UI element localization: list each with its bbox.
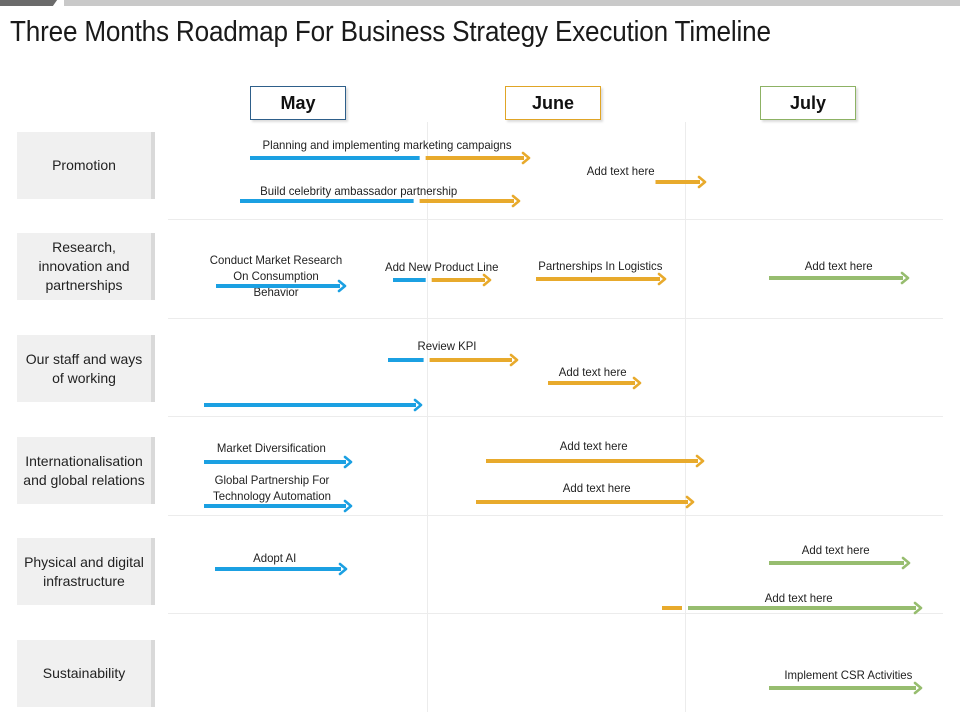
arrow-head-icon — [632, 376, 642, 390]
row-label-international: Internationalisation and global relation… — [17, 437, 155, 504]
task-label: Build celebrity ambassador partnership — [260, 184, 458, 198]
task-bar — [536, 272, 667, 286]
row-label-promotion: Promotion — [17, 132, 155, 199]
arrow-head-icon — [509, 353, 519, 367]
arrow-head-icon — [482, 273, 492, 287]
bar-segment-june — [419, 199, 514, 203]
task-label: Add text here — [586, 164, 655, 178]
page-title: Three Months Roadmap For Business Strate… — [10, 16, 771, 48]
task-label: Add text here — [558, 365, 627, 379]
month-header-july: July — [760, 86, 856, 120]
task-bar — [662, 601, 923, 615]
arrow-head-icon — [913, 601, 923, 615]
bar-segment-july — [688, 606, 916, 610]
arrow-head-icon — [913, 681, 923, 695]
arrow-head-icon — [343, 499, 353, 513]
task-bar — [215, 562, 348, 576]
task-bar — [204, 398, 423, 412]
arrow-head-icon — [657, 272, 667, 286]
task-label: Conduct Market Research On Consumption B… — [209, 253, 343, 299]
bar-segment-july — [769, 561, 904, 565]
row-divider — [168, 416, 943, 417]
arrow-head-icon — [511, 194, 521, 208]
bar-segment-may — [204, 403, 416, 407]
task-label: Add text here — [804, 259, 873, 273]
top-accent-bar — [0, 0, 960, 6]
task-label: Partnerships In Logistics — [538, 259, 663, 273]
task-bar — [769, 556, 911, 570]
month-header-may: May — [250, 86, 346, 120]
arrow-head-icon — [337, 279, 347, 293]
task-label: Add text here — [559, 439, 628, 453]
row-label-sustainability: Sustainability — [17, 640, 155, 707]
arrow-head-icon — [697, 175, 707, 189]
task-label: Add text here — [764, 591, 833, 605]
task-bar — [393, 273, 492, 287]
bar-segment-june — [425, 156, 524, 160]
bar-segment-june — [662, 606, 682, 610]
bar-segment-june — [655, 180, 700, 184]
row-label-infrastructure: Physical and digital infrastructure — [17, 538, 155, 605]
task-label: Add New Product Line — [384, 260, 499, 274]
bar-segment-june — [431, 278, 485, 282]
task-bar — [769, 271, 910, 285]
task-label: Add text here — [801, 543, 870, 557]
task-label: Market Diversification — [216, 441, 326, 455]
bar-segment-june — [536, 277, 660, 281]
bar-segment-july — [769, 686, 916, 690]
task-label: Global Partnership For Technology Automa… — [213, 473, 331, 503]
month-divider — [685, 122, 686, 712]
arrow-head-icon — [521, 151, 531, 165]
task-bar — [476, 495, 695, 509]
bar-segment-may — [240, 199, 414, 203]
bar-segment-june — [486, 459, 698, 463]
task-bar — [388, 353, 519, 367]
task-label: Add text here — [562, 481, 631, 495]
bar-segment-june — [476, 500, 688, 504]
bar-segment-may — [250, 156, 420, 160]
bar-segment-may — [393, 278, 426, 282]
task-label: Planning and implementing marketing camp… — [262, 138, 512, 152]
arrow-head-icon — [695, 454, 705, 468]
bar-segment-may — [204, 504, 346, 508]
arrow-head-icon — [900, 271, 910, 285]
bar-segment-may — [388, 358, 424, 362]
bar-segment-june — [548, 381, 635, 385]
month-header-june: June — [505, 86, 601, 120]
row-divider — [168, 515, 943, 516]
month-divider — [427, 122, 428, 712]
bar-segment-july — [769, 276, 903, 280]
arrow-head-icon — [343, 455, 353, 469]
row-label-research: Research, innovation and partnerships — [17, 233, 155, 300]
task-bar — [204, 455, 353, 469]
task-bar — [769, 681, 923, 695]
task-bar — [204, 499, 353, 513]
task-bar — [240, 194, 521, 208]
task-bar — [655, 175, 707, 189]
task-bar — [548, 376, 642, 390]
arrow-head-icon — [413, 398, 423, 412]
arrow-head-icon — [901, 556, 911, 570]
row-divider — [168, 613, 943, 614]
task-bar — [216, 279, 347, 293]
task-label: Review KPI — [417, 339, 477, 353]
row-label-staff: Our staff and ways of working — [17, 335, 155, 402]
bar-segment-june — [429, 358, 512, 362]
task-bar — [250, 151, 531, 165]
row-divider — [168, 219, 943, 220]
row-divider — [168, 318, 943, 319]
bar-segment-may — [216, 284, 340, 288]
bar-segment-may — [204, 460, 346, 464]
task-label: Adopt AI — [253, 551, 297, 565]
task-label: Implement CSR Activities — [784, 668, 913, 682]
arrow-head-icon — [685, 495, 695, 509]
arrow-head-icon — [338, 562, 348, 576]
bar-segment-may — [215, 567, 341, 571]
task-bar — [486, 454, 705, 468]
